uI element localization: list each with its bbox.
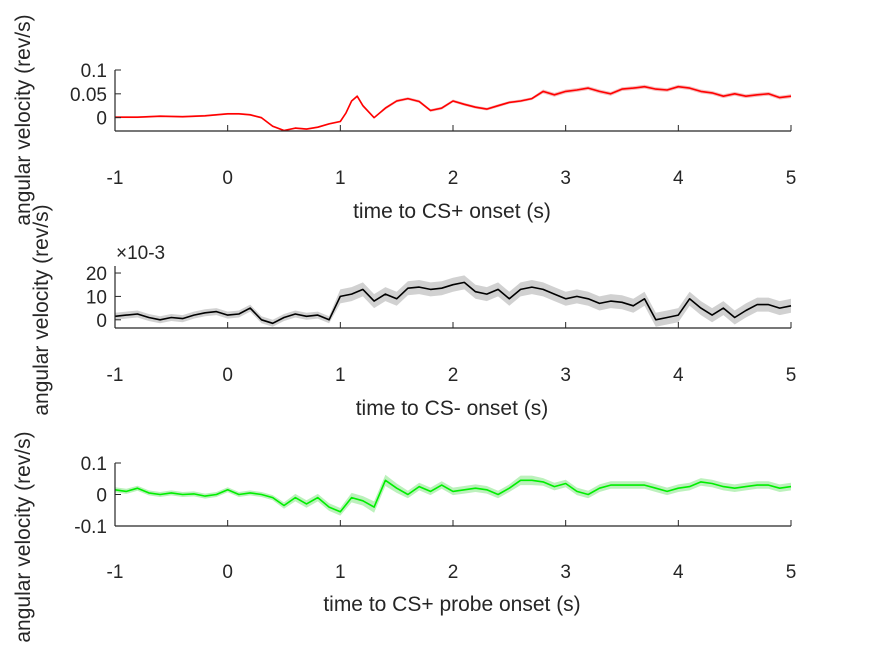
y-tick-label: 0 [96,109,107,130]
error-band [115,275,791,327]
y-tick-label: 0 [96,486,107,507]
x-tick-label: 4 [673,562,684,583]
x-tick-label: 0 [222,168,233,189]
x-tick-label: -1 [107,562,124,583]
panel-cs-plus-probe: -1 0 1 2 3 4 5 -0.1 0 0.1 time to CS+ probe onset … [12,431,796,642]
x-tick-label: -1 [107,168,124,189]
x-tick-label: 1 [335,365,346,386]
x-tick-label: 1 [335,168,346,189]
y-tick-label: 20 [86,264,107,285]
error-band [115,84,791,132]
y-tick-label: 0.05 [70,85,107,106]
y-tick-label: -0.1 [74,517,107,538]
x-tick-label: 0 [222,365,233,386]
y-axis-label: angular velocity (rev/s) [30,204,53,415]
x-tick-label: -1 [107,365,124,386]
x-tick-label: 5 [786,365,797,386]
series-line [115,85,792,132]
x-tick-label: 5 [786,168,797,189]
y-exponent-label: ×10-3 [116,243,165,264]
panel-cs-plus: -1 0 1 2 3 4 5 0 0.05 0.1 time to CS+ onset (s) ang… [12,14,796,225]
series-line [114,281,792,325]
x-axis-label: time to CS- onset (s) [356,397,549,420]
x-tick-label: 2 [448,562,459,583]
x-tick-label: 3 [560,168,571,189]
x-tick-label: 4 [673,365,684,386]
x-axis-label: time to CS+ probe onset (s) [323,593,580,616]
x-tick-label: 2 [448,365,459,386]
y-tick-label: 10 [86,287,107,308]
x-tick-label: 4 [673,168,684,189]
x-axis-label: time to CS+ onset (s) [353,200,551,223]
x-tick-label: 1 [335,562,346,583]
x-tick-label: 0 [222,562,233,583]
y-tick-label: 0.1 [81,454,107,475]
y-tick-label: 0.1 [81,61,107,82]
x-tick-label: 5 [786,562,797,583]
y-tick-label: 0 [96,311,107,332]
y-axis-label: angular velocity (rev/s) [12,431,35,642]
series-line [114,479,792,513]
y-axis-label: angular velocity (rev/s) [12,14,35,225]
x-tick-label: 3 [560,562,571,583]
x-tick-label: 3 [560,365,571,386]
x-tick-label: 2 [448,168,459,189]
